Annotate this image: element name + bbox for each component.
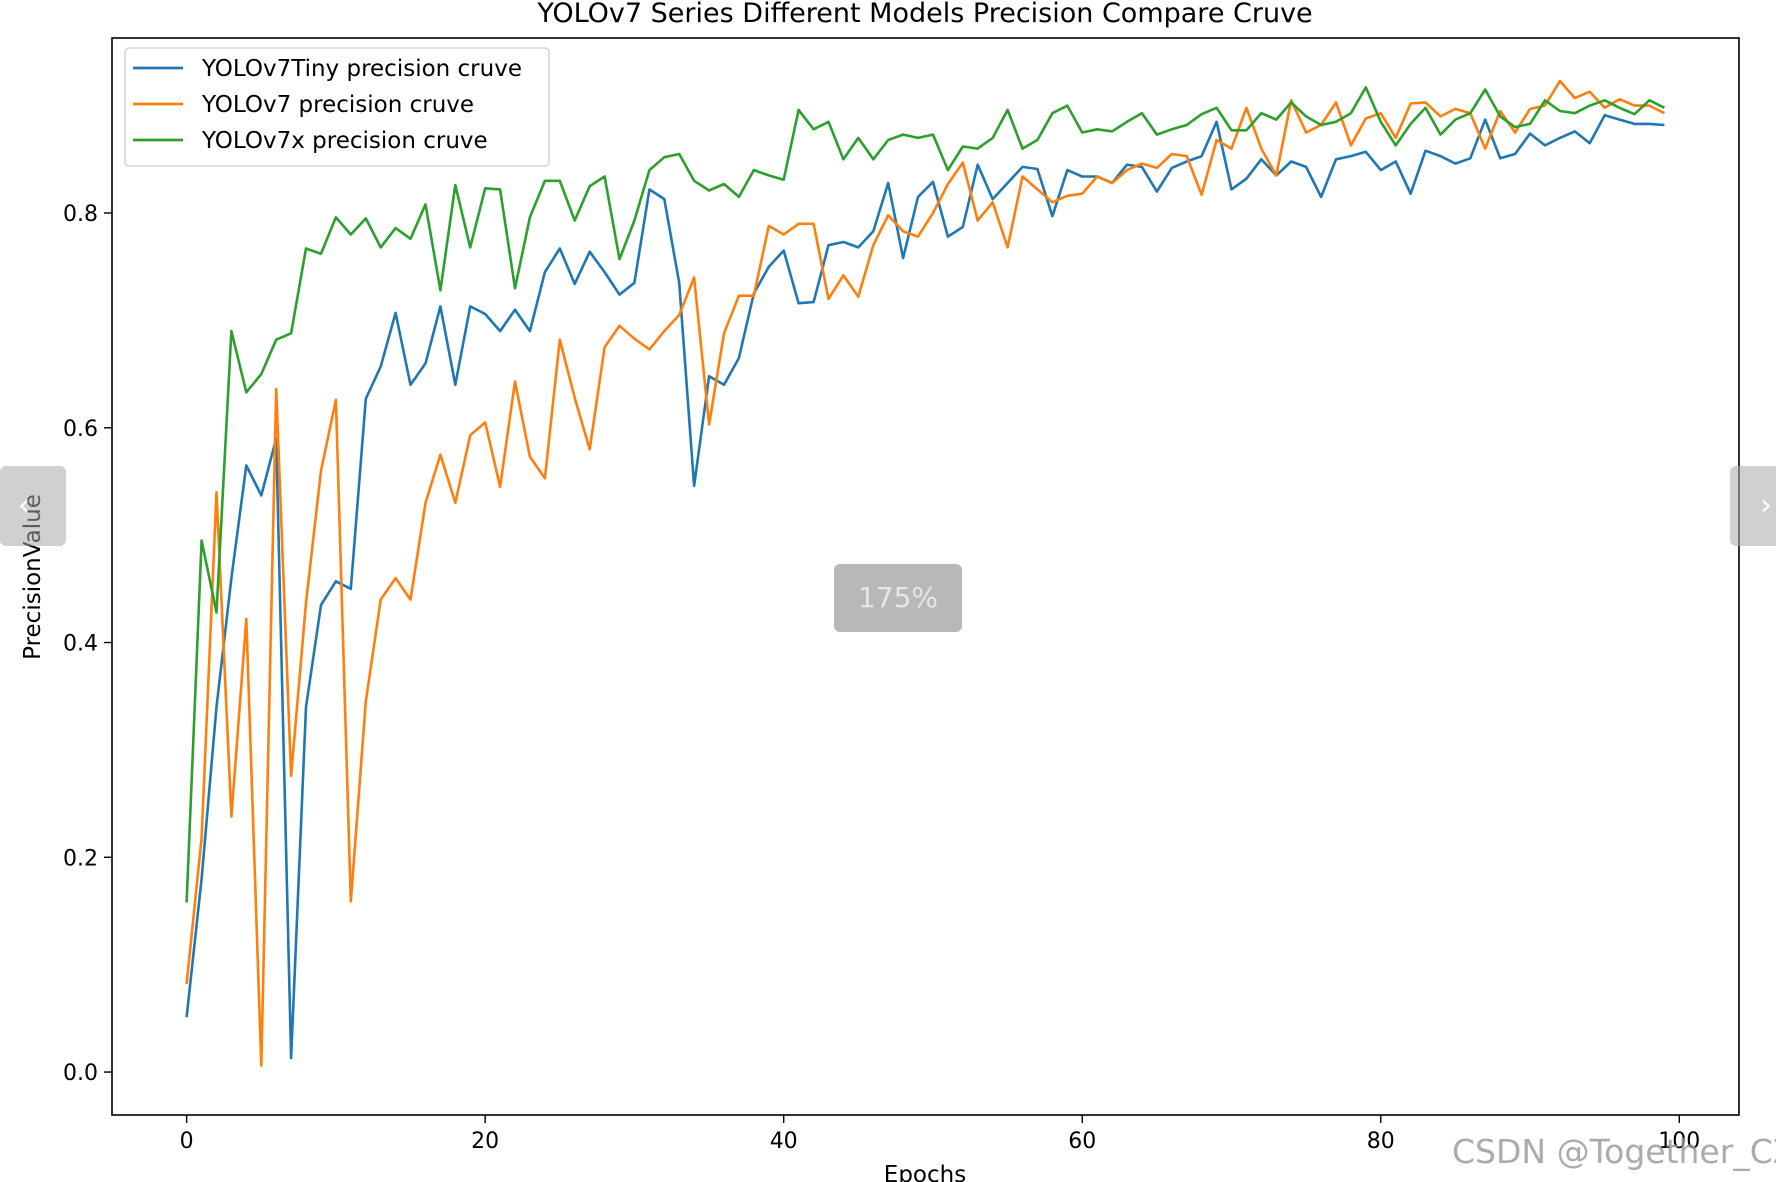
x-tick-label: 100 [1658,1129,1700,1154]
watermark: CSDN @Together_CZ [1452,1132,1776,1171]
legend-label-0: YOLOv7Tiny precision cruve [201,56,522,82]
next-image-button[interactable]: › [1730,466,1776,546]
x-axis-label: Epochs [884,1162,966,1182]
legend-box [124,47,550,167]
x-tick-label: 20 [471,1129,499,1154]
y-axis-ticks: 0.0 0.2 0.4 0.6 0.8 [63,202,112,1086]
x-tick-label: 0 [180,1129,194,1154]
x-tick-label: 60 [1068,1129,1096,1154]
chart-title: YOLOv7 Series Different Models Precision… [536,0,1312,29]
chevron-left-icon: ‹ [18,488,30,523]
chart-legend: YOLOv7Tiny precision cruve YOLOv7 precisi… [124,47,550,167]
series-layer [185,79,1665,1067]
x-tick-label: 40 [770,1129,798,1154]
y-tick-label: 0.0 [63,1061,98,1086]
chevron-right-icon: › [1760,488,1772,523]
y-tick-label: 0.6 [63,417,98,442]
y-tick-label: 0.8 [63,202,98,227]
legend-label-1: YOLOv7 precision cruve [201,92,474,118]
x-tick-label: 80 [1367,1129,1395,1154]
y-tick-label: 0.2 [63,846,98,871]
y-tick-label: 0.4 [63,632,98,657]
series-line-0 [185,114,1665,1060]
plot-frame [111,37,1740,1116]
previous-image-button[interactable]: ‹ [0,466,66,546]
series-line-2 [185,86,1665,903]
x-axis-ticks: 0 20 40 60 80 100 [180,1115,1700,1154]
zoom-level-badge: 175% [834,564,962,632]
series-line-1 [185,79,1665,1067]
legend-label-2: YOLOv7x precision cruve [201,128,488,154]
